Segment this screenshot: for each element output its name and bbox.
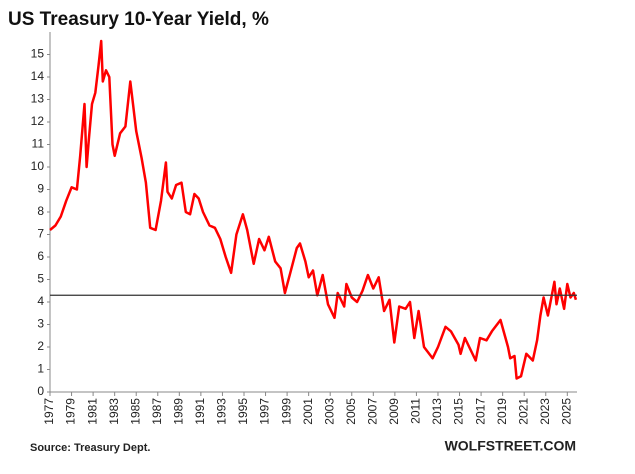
y-tick-label: 15 bbox=[31, 47, 45, 61]
y-tick-label: 4 bbox=[37, 294, 44, 308]
x-tick-label: 2015 bbox=[452, 398, 466, 425]
y-tick-label: 3 bbox=[37, 317, 44, 331]
y-tick-label: 0 bbox=[37, 384, 44, 398]
y-tick-label: 10 bbox=[31, 159, 45, 173]
source: Source: Treasury Dept. bbox=[30, 442, 150, 454]
x-tick-label: 2005 bbox=[344, 398, 358, 425]
y-tick-label: 2 bbox=[37, 339, 44, 353]
x-tick-label: 2003 bbox=[322, 398, 336, 425]
yield-line bbox=[49, 39, 578, 380]
y-tick-label: 8 bbox=[37, 204, 44, 218]
x-tick-label: 2023 bbox=[538, 398, 552, 425]
x-tick-label: 1993 bbox=[215, 398, 229, 425]
y-tick-label: 9 bbox=[37, 182, 44, 196]
x-tick-label: 1983 bbox=[107, 398, 121, 425]
x-tick-label: 1989 bbox=[171, 398, 185, 425]
x-tick-label: 2025 bbox=[559, 398, 573, 425]
x-tick-label: 2019 bbox=[495, 398, 509, 425]
brand: WOLFSTREET.COM bbox=[445, 438, 576, 454]
y-tick-label: 1 bbox=[37, 362, 44, 376]
x-tick-label: 2009 bbox=[387, 398, 401, 425]
x-tick-label: 1995 bbox=[236, 398, 250, 425]
x-tick-label: 1981 bbox=[85, 398, 99, 425]
y-tick-label: 6 bbox=[37, 249, 44, 263]
x-tick-label: 2007 bbox=[365, 398, 379, 425]
y-tick-label: 13 bbox=[31, 92, 45, 106]
y-tick-label: 14 bbox=[31, 69, 45, 83]
y-tick-label: 7 bbox=[37, 227, 44, 241]
x-tick-label: 1987 bbox=[150, 398, 164, 425]
x-tick-label: 1991 bbox=[193, 398, 207, 425]
chart-title: US Treasury 10-Year Yield, % bbox=[8, 9, 269, 30]
x-tick-label: 1979 bbox=[64, 398, 78, 425]
y-tick-label: 5 bbox=[37, 272, 44, 286]
x-tick-label: 2001 bbox=[301, 398, 315, 425]
x-tick-label: 1985 bbox=[128, 398, 142, 425]
y-tick-label: 12 bbox=[31, 114, 45, 128]
y-tick-label: 11 bbox=[32, 137, 45, 151]
x-tick-label: 2021 bbox=[516, 398, 530, 425]
x-tick-label: 2013 bbox=[430, 398, 444, 425]
x-tick-label: 2011 bbox=[409, 398, 423, 424]
x-tick-label: 1977 bbox=[42, 398, 56, 425]
x-tick-label: 1999 bbox=[279, 398, 293, 425]
x-tick-label: 1997 bbox=[258, 398, 272, 425]
x-tick-label: 2017 bbox=[473, 398, 487, 425]
